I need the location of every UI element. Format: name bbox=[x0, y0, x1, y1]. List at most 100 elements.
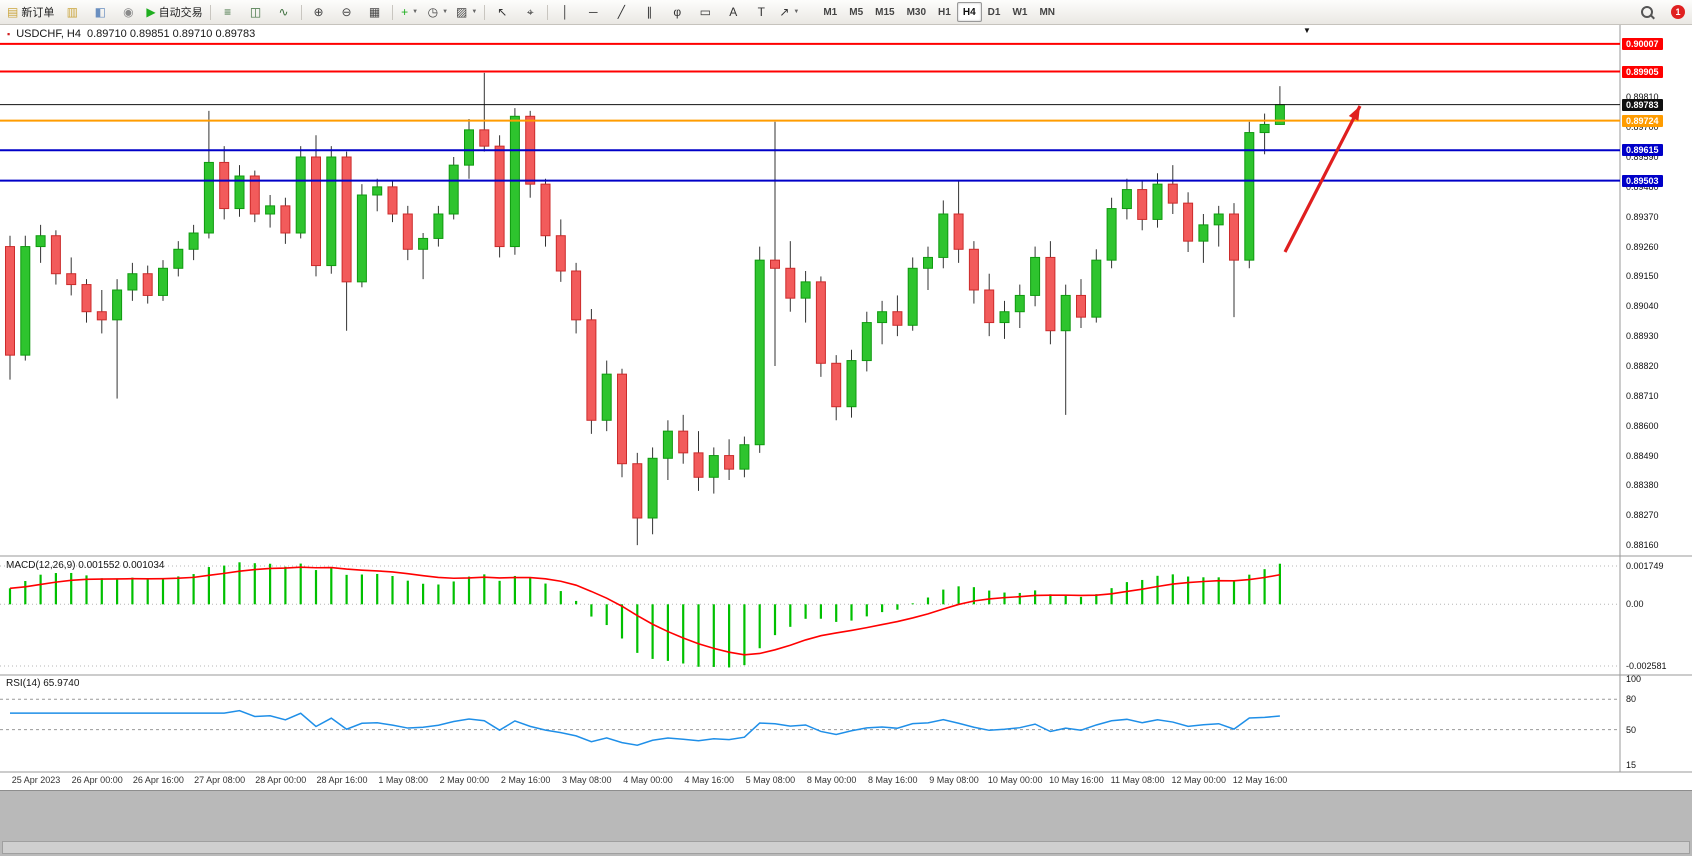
timeframe-H4[interactable]: H4 bbox=[956, 2, 982, 22]
candlestick-chart-icon: ◫ bbox=[249, 5, 262, 19]
timeframe-H1[interactable]: H1 bbox=[938, 6, 951, 18]
tile-windows-button[interactable]: ▦ bbox=[361, 1, 389, 23]
price-tick-label: 0.89150 bbox=[1626, 271, 1659, 282]
price-tick-label: 0.88160 bbox=[1626, 540, 1659, 551]
text-button[interactable]: A bbox=[719, 1, 747, 23]
timeframe-M1[interactable]: M1 bbox=[823, 6, 838, 18]
bull-candle-body bbox=[846, 360, 857, 408]
timeframe-W1[interactable]: W1 bbox=[1012, 6, 1028, 18]
chart-canvas[interactable] bbox=[0, 24, 1692, 790]
timeframe-M15[interactable]: M15 bbox=[875, 6, 895, 18]
bear-candle-body bbox=[142, 273, 153, 296]
bull-candle-body bbox=[433, 213, 444, 239]
bear-candle-body bbox=[50, 235, 61, 275]
clock-icon: ◷ bbox=[427, 5, 439, 19]
shapes-button[interactable]: ▭ bbox=[691, 1, 719, 23]
symbol-ohlc-label: ▪ USDCHF, H4 0.89710 0.89851 0.89710 0.8… bbox=[7, 28, 255, 40]
autotrading-play-icon: ▶ bbox=[146, 5, 156, 19]
bull-candle-body bbox=[861, 322, 872, 362]
bear-candle-body bbox=[479, 129, 490, 147]
trend-arrow[interactable] bbox=[1283, 105, 1362, 253]
toolbar-right: 1 bbox=[1633, 1, 1692, 23]
time-tick-label: 11 May 08:00 bbox=[1110, 775, 1165, 785]
time-tick-label: 28 Apr 00:00 bbox=[255, 775, 307, 785]
rsi-tick-label: 50 bbox=[1626, 724, 1637, 735]
rsi-line bbox=[10, 709, 1280, 746]
timeframe-M30[interactable]: M30 bbox=[906, 6, 927, 18]
time-tick-label: 26 Apr 00:00 bbox=[71, 775, 123, 785]
bull-candle-body bbox=[1014, 294, 1025, 313]
bear-candle-body bbox=[387, 186, 398, 215]
bull-candle-body bbox=[295, 156, 306, 234]
bull-candle-body bbox=[1030, 256, 1041, 296]
bull-candle-body bbox=[1198, 224, 1209, 242]
fibonacci-button[interactable]: φ bbox=[663, 1, 691, 23]
bull-candle-body bbox=[1213, 213, 1224, 226]
search-button[interactable] bbox=[1633, 1, 1661, 23]
time-tick-label: 3 May 08:00 bbox=[562, 775, 612, 785]
timeframe-MN[interactable]: MN bbox=[1039, 6, 1055, 18]
autotrading-button-label: 自动交易 bbox=[158, 7, 203, 19]
workspace-background bbox=[0, 790, 1692, 856]
channel-button[interactable]: ∥ bbox=[635, 1, 663, 23]
chart-profiles-button[interactable]: ▥ bbox=[58, 1, 86, 23]
cursor-button[interactable]: ↖ bbox=[488, 1, 516, 23]
periods-button[interactable]: ◷ ▼ bbox=[424, 1, 452, 23]
toolbar-separator bbox=[300, 4, 302, 20]
vertical-line-button[interactable]: │ bbox=[551, 1, 579, 23]
navigator-button[interactable]: ◉ bbox=[114, 1, 142, 23]
bear-candle-body bbox=[617, 373, 627, 465]
price-tick-label: 0.89480 bbox=[1626, 181, 1659, 192]
autotrading-button[interactable]: ▶ 自动交易 bbox=[142, 1, 206, 23]
search-icon bbox=[1641, 6, 1653, 18]
dropdown-arrow-icon: ▼ bbox=[412, 9, 419, 15]
bull-candle-body bbox=[20, 246, 31, 356]
candlestick-chart-button[interactable]: ◫ bbox=[242, 1, 270, 23]
chart-shift-marker-icon[interactable]: ▼ bbox=[1303, 26, 1311, 35]
bull-candle-body bbox=[356, 194, 367, 283]
shapes-icon: ▭ bbox=[699, 5, 711, 19]
timeframe-M5[interactable]: M5 bbox=[849, 6, 864, 18]
arrows-button[interactable]: ↗ ▼ bbox=[775, 1, 803, 23]
price-tick-label: 0.89370 bbox=[1626, 211, 1659, 222]
horizontal-scrollbar[interactable] bbox=[2, 841, 1690, 854]
text-label-icon: T bbox=[757, 5, 765, 19]
macd-tick-label: -0.002581 bbox=[1626, 661, 1667, 671]
bull-candle-body bbox=[1106, 208, 1117, 261]
zoom-out-button[interactable]: ⊖ bbox=[333, 1, 361, 23]
zoom-in-icon: ⊕ bbox=[313, 5, 324, 19]
toolbar-separator bbox=[209, 4, 211, 20]
bear-candle-body bbox=[341, 156, 352, 283]
notification-badge[interactable]: 1 bbox=[1671, 5, 1685, 19]
bull-candle-body bbox=[265, 205, 276, 215]
bear-candle-body bbox=[494, 145, 505, 248]
bear-candle-body bbox=[984, 289, 995, 324]
bull-candle-body bbox=[1244, 132, 1255, 261]
toolbar-separator bbox=[391, 4, 393, 20]
timeframe-D1[interactable]: D1 bbox=[987, 6, 1001, 18]
line-chart-button[interactable]: ∿ bbox=[270, 1, 298, 23]
trendline-button[interactable]: ╱ bbox=[607, 1, 635, 23]
zoom-in-button[interactable]: ⊕ bbox=[305, 1, 333, 23]
toolbar-buttons: ▤ 新订单 ▥ ◧ ◉ ▶ 自动交易 ≡ ◫ ∿ ⊕ ⊖ ▦ + ▼ ◷ ▼ ▨ ▼ ↖ ⌖ │ ─ ╱ ∥ φ ▭ A T ↗ ▼ bbox=[3, 1, 803, 23]
toolbar: ▤ 新订单 ▥ ◧ ◉ ▶ 自动交易 ≡ ◫ ∿ ⊕ ⊖ ▦ + ▼ ◷ ▼ ▨ ▼ ↖ ⌖ │ ─ ╱ ∥ φ ▭ A T ↗ ▼ M1 M… bbox=[0, 0, 1692, 25]
time-tick-label: 8 May 16:00 bbox=[868, 775, 918, 785]
text-label-button[interactable]: T bbox=[747, 1, 775, 23]
data-window-button[interactable]: ◧ bbox=[86, 1, 114, 23]
bull-candle-body bbox=[418, 237, 429, 250]
templates-button[interactable]: ▨ ▼ bbox=[452, 1, 481, 23]
horizontal-line-icon: ─ bbox=[589, 5, 598, 19]
bear-candle-body bbox=[249, 175, 260, 215]
horizontal-line-button[interactable]: ─ bbox=[579, 1, 607, 23]
bull-candle-body bbox=[647, 457, 658, 519]
bear-candle-body bbox=[1045, 256, 1056, 332]
new-order-button[interactable]: ▤ 新订单 bbox=[3, 1, 58, 23]
crosshair-button[interactable]: ⌖ bbox=[516, 1, 544, 23]
rsi-tick-label: 15 bbox=[1626, 759, 1637, 770]
bar-chart-button[interactable]: ≡ bbox=[214, 1, 242, 23]
indicators-button[interactable]: + ▼ bbox=[396, 1, 424, 23]
timeframe-group: M1 M5 M15 M30 H1 H4 D1 W1 MN bbox=[817, 2, 1061, 22]
bear-candle-body bbox=[402, 213, 413, 250]
dropdown-arrow-icon: ▼ bbox=[793, 9, 800, 15]
bid-price-tag: 0.89783 bbox=[1622, 98, 1663, 111]
